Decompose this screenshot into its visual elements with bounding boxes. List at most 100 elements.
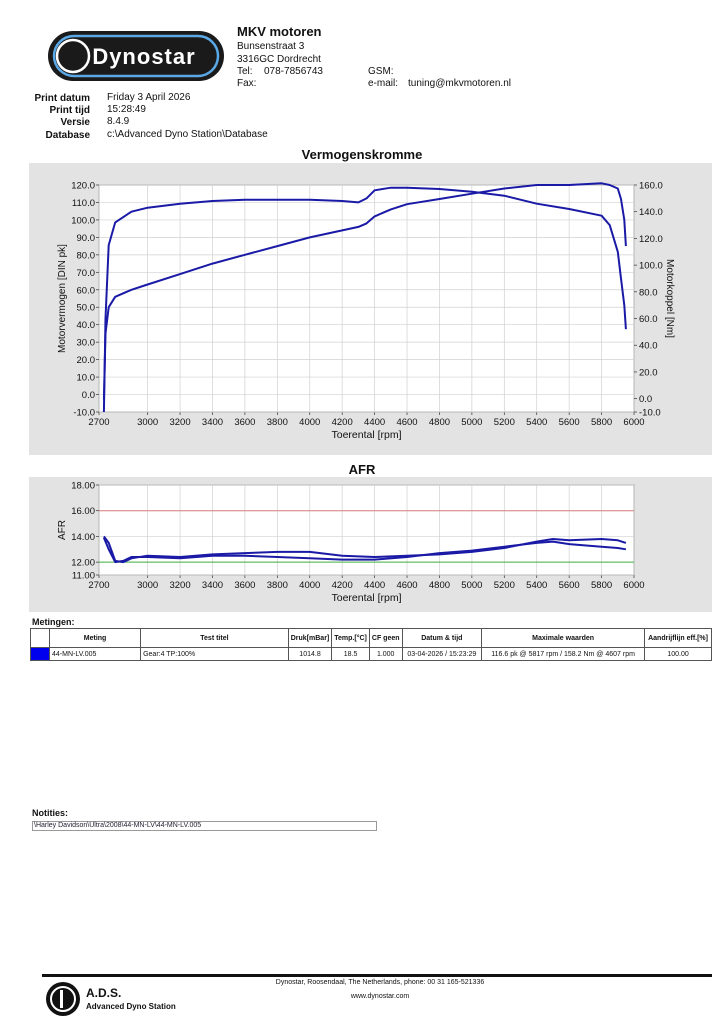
y-axis-label: Motorvermogen [DIN pk] xyxy=(57,244,68,353)
col-color xyxy=(29,628,51,648)
plot-area xyxy=(98,184,635,413)
y-tick-label: 30.0 xyxy=(77,338,96,349)
x-tick-label: 4200 xyxy=(332,417,353,428)
gsm-label: GSM: xyxy=(368,66,394,77)
y2-tick-label: 160.0 xyxy=(639,181,663,192)
series-color-swatch xyxy=(29,647,51,661)
y2-tick-label: 40.0 xyxy=(639,341,658,352)
col-efficiency: Aandrijflijn eff.[%] xyxy=(644,628,712,648)
x-tick-label: 3400 xyxy=(202,580,223,591)
x-tick-label: 3800 xyxy=(267,417,288,428)
ads-logo-icon xyxy=(45,981,81,1017)
print-date-value: Friday 3 April 2026 xyxy=(107,92,191,103)
x-tick-label: 3200 xyxy=(169,417,190,428)
y-tick-label: 0.0 xyxy=(82,390,95,401)
x-tick-label: 5400 xyxy=(526,417,547,428)
x-tick-label: 3000 xyxy=(137,417,158,428)
x-tick-label: 4000 xyxy=(299,417,320,428)
col-meting: Meting xyxy=(49,628,142,648)
y-tick-label: 80.0 xyxy=(77,250,96,261)
y-tick-label: 11.00 xyxy=(72,571,95,582)
y2-tick-label: -10.0 xyxy=(639,408,661,419)
tel-label: Tel: xyxy=(237,66,253,77)
y2-tick-label: 0.0 xyxy=(639,394,652,405)
x-tick-label: 6000 xyxy=(623,580,644,591)
series-line-1 xyxy=(103,535,627,564)
x-tick-label: 6000 xyxy=(623,417,644,428)
y2-tick-label: 120.0 xyxy=(639,234,663,245)
x-tick-label: 3400 xyxy=(202,417,223,428)
cell-test-title: Gear:4 TP:100% xyxy=(140,647,289,661)
x-tick-label: 4800 xyxy=(429,580,450,591)
y-tick-label: 60.0 xyxy=(77,285,96,296)
x-tick-label: 5600 xyxy=(559,417,580,428)
col-temperature: Temp.[°C] xyxy=(331,628,370,648)
cell-max-values: 116.6 pk @ 5817 rpm / 158.2 Nm @ 4607 rp… xyxy=(481,647,646,661)
col-cf: CF geen xyxy=(368,628,403,648)
x-tick-label: 4200 xyxy=(332,580,353,591)
cell-datetime: 03-04-2026 / 15:23:29 xyxy=(401,647,483,661)
footer-rule xyxy=(42,974,712,977)
y-tick-label: 120.0 xyxy=(71,181,95,192)
y-tick-label: 100.0 xyxy=(71,215,95,226)
x-tick-label: 5200 xyxy=(494,417,515,428)
y2-tick-label: 140.0 xyxy=(639,207,663,218)
x-tick-label: 5400 xyxy=(526,580,547,591)
y-tick-label: 20.0 xyxy=(77,355,96,366)
database-label: Database xyxy=(45,130,90,141)
measurements-label: Metingen: xyxy=(32,617,75,627)
x-tick-label: 3000 xyxy=(137,580,158,591)
print-time-value: 15:28:49 xyxy=(107,104,146,115)
database-value: c:\Advanced Dyno Station\Database xyxy=(107,129,268,140)
power-chart: 2700 3000 3200 3400 3600 3800 4000 4200 4400 4600… xyxy=(57,181,675,442)
company-name: MKV motoren xyxy=(237,24,322,39)
x-tick-label: 5000 xyxy=(461,580,482,591)
y2-tick-label: 100.0 xyxy=(639,261,663,272)
col-pressure: Druk[mBar] xyxy=(287,628,333,648)
col-datetime: Datum & tijd xyxy=(401,628,483,648)
x-tick-label: 2700 xyxy=(88,580,109,591)
y-tick-label: 110.0 xyxy=(72,198,95,209)
company-street: Bunsenstraat 3 xyxy=(237,41,305,52)
x-tick-label: 4800 xyxy=(429,417,450,428)
afr-chart-title: AFR xyxy=(348,462,376,477)
x-tick-label: 5000 xyxy=(461,417,482,428)
y2-tick-label: 20.0 xyxy=(639,367,658,378)
y-tick-label: 18.00 xyxy=(71,481,95,492)
col-max-values: Maximale waarden xyxy=(481,628,646,648)
y-tick-label: 90.0 xyxy=(77,233,96,244)
y2-tick-label: 60.0 xyxy=(639,314,658,325)
x-tick-label: 3200 xyxy=(169,580,190,591)
y-tick-label: 12.00 xyxy=(71,558,95,569)
x-tick-label: 5600 xyxy=(559,580,580,591)
power-chart-panel: 2700 3000 3200 3400 3600 3800 4000 4200 4400 4600… xyxy=(29,163,712,455)
y-tick-label: 10.0 xyxy=(77,373,96,384)
x-axis-label: Toerental [rpm] xyxy=(331,592,401,604)
fax-label: Fax: xyxy=(237,78,257,89)
power-chart-title: Vermogenskromme xyxy=(301,147,423,162)
x-tick-label: 4600 xyxy=(396,417,417,428)
cell-cf: 1.000 xyxy=(368,647,403,661)
plot-area xyxy=(98,484,635,576)
series-line-2 xyxy=(102,186,627,413)
x-tick-label: 3800 xyxy=(267,580,288,591)
table-row[interactable]: 44-MN-LV.005 Gear:4 TP:100% 1014.8 18.5 … xyxy=(29,647,712,661)
x-axis-label: Toerental [rpm] xyxy=(331,429,401,441)
x-tick-label: 5800 xyxy=(591,580,612,591)
x-tick-label: 3600 xyxy=(234,580,255,591)
footer-website[interactable]: www.dynostar.com xyxy=(350,993,410,1000)
footer-subtitle: Advanced Dyno Station xyxy=(86,1002,176,1011)
email-value[interactable]: tuning@mkvmotoren.nl xyxy=(408,78,511,89)
afr-chart: 2700 3000 3200 3400 3600 3800 4000 4200 4400 4600… xyxy=(57,481,645,605)
y-tick-label: 50.0 xyxy=(77,303,96,314)
col-test-title: Test titel xyxy=(140,628,289,648)
x-tick-label: 4400 xyxy=(364,580,385,591)
measurements-table: Meting Test titel Druk[mBar] Temp.[°C] C… xyxy=(29,628,712,661)
notes-field[interactable]: \Harley Davidson\Ultra\2008\44-MN-LV\44-… xyxy=(32,821,377,831)
x-tick-label: 2700 xyxy=(88,417,109,428)
y-tick-label: 14.00 xyxy=(71,532,95,543)
x-tick-label: 5200 xyxy=(494,580,515,591)
footer-brand: A.D.S. xyxy=(86,986,122,1000)
y-tick-label: -10.0 xyxy=(73,408,95,419)
tel-value: 078-7856743 xyxy=(264,66,323,77)
